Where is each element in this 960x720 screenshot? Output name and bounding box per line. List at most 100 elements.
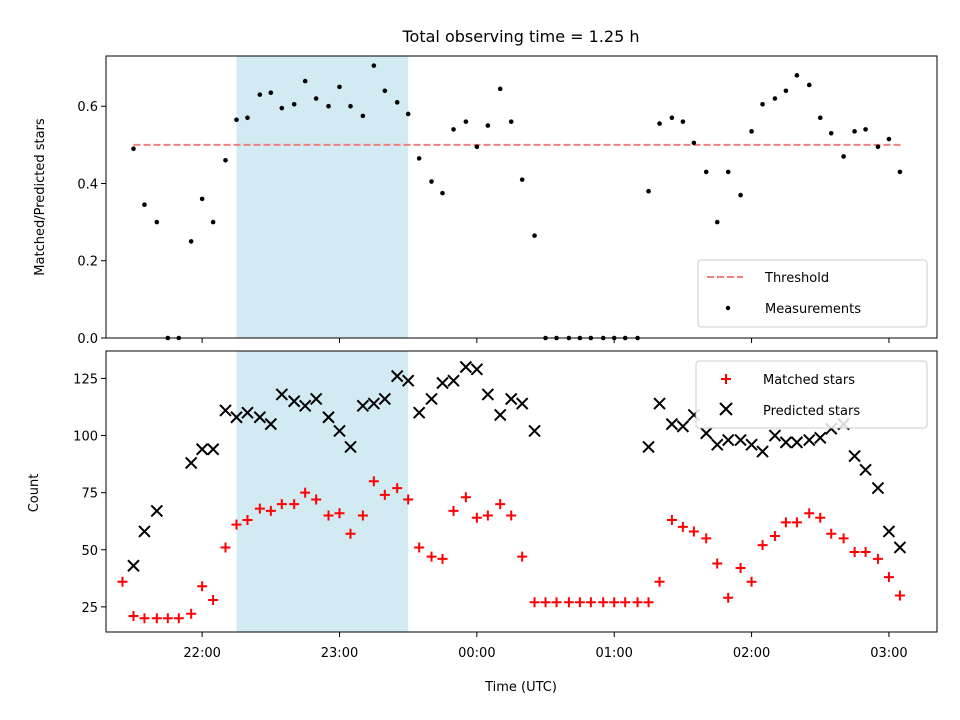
predicted-stars-point [401, 374, 415, 387]
counts-y-tick-label: 25 [81, 601, 98, 616]
measurements-point [680, 119, 686, 124]
ratio-panel: 0.0 0.2 0.4 0.6 [77, 55, 938, 347]
measurements-point [863, 127, 868, 132]
measurements-point [382, 88, 388, 94]
predicted-stars-point [790, 436, 804, 449]
matched-stars-point [666, 515, 677, 526]
matched-stars-point [540, 597, 551, 608]
top-y-axis-label: Matched/Predicted stars [33, 118, 48, 276]
measurements-point [451, 127, 456, 132]
measurements-point [646, 188, 651, 194]
legend-matched-label: Matched stars [763, 373, 855, 388]
matched-stars-point [197, 581, 208, 592]
predicted-stars-point [378, 392, 392, 406]
measurements-point [772, 96, 778, 101]
matched-stars-point [495, 499, 506, 510]
matched-stars-point [757, 540, 768, 551]
predicted-stars-point [494, 408, 507, 422]
matched-stars-point [357, 510, 368, 521]
count-legend: Matched stars Predicted stars [695, 360, 928, 429]
predicted-stars-point [653, 397, 666, 410]
matched-stars-point [414, 542, 425, 553]
measurements-point [337, 84, 342, 90]
matched-stars-point [403, 494, 414, 505]
matched-stars-point [426, 551, 437, 562]
measurements-point [223, 158, 228, 163]
measurements-point [886, 136, 892, 142]
matched-stars-point [460, 492, 471, 503]
measurements-point [725, 169, 731, 175]
predicted-stars-point [127, 559, 140, 572]
matched-stars-point [379, 489, 390, 500]
measurements-point [416, 156, 422, 161]
matched-stars-point [701, 533, 712, 544]
matched-stars-point [872, 553, 883, 564]
predicted-stars-point [734, 433, 747, 447]
measurements-point [234, 117, 239, 123]
measurements-point [714, 219, 720, 225]
ratio-y-tick-label: 0.0 [77, 332, 98, 347]
measurements-point [257, 92, 263, 97]
predicted-stars-point [275, 388, 289, 401]
predicted-stars-point [642, 440, 655, 454]
predicted-stars-point [138, 525, 151, 538]
measurements-point [154, 219, 160, 225]
matched-stars-point [323, 510, 334, 521]
matched-stars-point [517, 551, 528, 562]
measurements-point [669, 115, 675, 121]
matched-stars-point [563, 597, 574, 608]
predicted-stars-point [447, 374, 460, 387]
legend-measurements-swatch [725, 305, 731, 311]
x-axis-label: Time (UTC) [484, 680, 557, 695]
matched-stars-point [585, 597, 596, 608]
matched-stars-point [254, 503, 265, 514]
measurements-point [268, 90, 274, 95]
matched-stars-point [598, 597, 609, 608]
matched-stars-point [654, 576, 665, 587]
measurements-point [852, 129, 857, 134]
matched-stars-point [242, 515, 253, 526]
measurements-point [841, 154, 846, 159]
predicted-stars-point [459, 360, 473, 374]
predicted-stars-point [298, 399, 312, 413]
measurements-point [360, 113, 366, 119]
measurements-point [348, 103, 353, 109]
ratio-axes-frame [105, 55, 938, 339]
counts-y-tick-label: 50 [81, 544, 98, 559]
matched-stars-point [804, 508, 815, 519]
measurements-point [783, 88, 789, 94]
matched-stars-point [392, 483, 403, 494]
matched-stars-point [139, 613, 150, 624]
matched-stars-point [334, 508, 345, 519]
predicted-stars-point [665, 417, 679, 431]
matched-stars-point [529, 597, 540, 608]
measurements-point [142, 202, 147, 208]
predicted-stars-point [470, 363, 484, 376]
matched-stars-point [780, 517, 791, 528]
measurements-point [463, 119, 469, 124]
matched-stars-point [506, 510, 517, 521]
bottom-y-axis-label: Count [27, 474, 42, 513]
predicted-stars-point [711, 438, 724, 451]
predicted-stars-point [528, 424, 541, 438]
predicted-stars-point [195, 443, 209, 456]
predicted-stars-point [230, 411, 243, 424]
legend-threshold-label: Threshold [764, 271, 829, 286]
matched-stars-point [220, 542, 231, 553]
predicted-stars-point [309, 392, 323, 406]
counts-y-tick-label: 75 [81, 487, 98, 502]
predicted-stars-point [515, 397, 529, 410]
predicted-stars-point [676, 420, 690, 433]
predicted-stars-point [425, 392, 438, 406]
predicted-stars-point [700, 427, 713, 440]
matched-stars-point [151, 613, 162, 624]
predicted-stars-point [504, 392, 518, 406]
ratio-observing-window [236, 56, 409, 338]
predicted-stars-point [412, 406, 426, 419]
measurements-point [806, 82, 812, 88]
predicted-stars-point [882, 525, 896, 538]
matched-stars-point [162, 613, 173, 624]
measurements-point [508, 119, 514, 124]
matched-stars-point [208, 595, 219, 606]
